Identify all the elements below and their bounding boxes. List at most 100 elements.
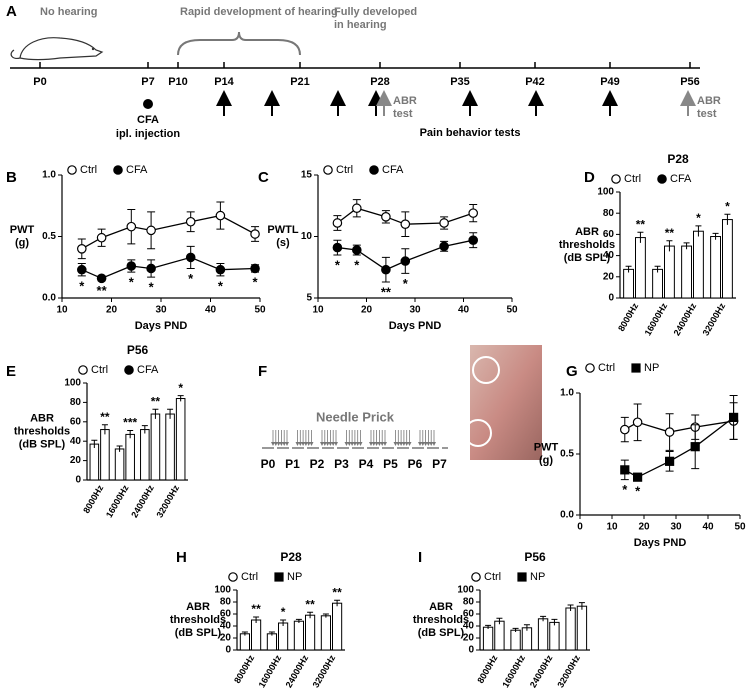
legend-label: Ctrl: [484, 571, 501, 583]
error-bar: [512, 627, 519, 632]
marker: [620, 465, 630, 475]
day-label: P7: [432, 457, 447, 471]
y-tick-label: 0.0: [560, 510, 574, 521]
day-label: P10: [168, 76, 188, 88]
bar: [293, 620, 305, 651]
error-bar: [578, 602, 585, 610]
pain-tests-label: Pain behavior tests: [420, 127, 521, 139]
x-tick-label: 50: [734, 522, 746, 533]
y-tick-label: 1.0: [42, 170, 56, 181]
bar: [165, 413, 175, 481]
y-tick-label: 20: [70, 455, 82, 466]
error-bar: [551, 618, 558, 626]
bar: [652, 268, 664, 299]
injection-label: ipl. injection: [116, 128, 180, 140]
marker: [77, 244, 87, 254]
x-tick-label: 40: [458, 305, 470, 316]
x-axis-label: Days PND: [634, 537, 687, 549]
significance: **: [381, 284, 392, 299]
y-axis-label: (g): [539, 454, 553, 466]
y-axis-label: (dB SPL): [175, 627, 222, 639]
significance: **: [151, 394, 161, 408]
significance: *: [354, 257, 360, 272]
significance: **: [97, 283, 108, 298]
bar: [510, 629, 521, 651]
legend-label: Ctrl: [624, 173, 641, 185]
phase-label: Fully developed: [334, 6, 417, 18]
pup-photo: [470, 345, 542, 460]
bar: [332, 602, 343, 651]
error-bar: [654, 265, 661, 273]
y-tick-label: 40: [70, 436, 82, 447]
x-tick-label: 30: [409, 305, 421, 316]
photo-circle: [472, 356, 500, 384]
y-tick-label: 100: [64, 378, 81, 389]
bar: [140, 429, 150, 481]
y-tick-label: 0.5: [560, 449, 574, 460]
marker: [146, 225, 156, 236]
significance: **: [665, 226, 675, 240]
day-label: P3: [334, 457, 349, 471]
x-tick-label: 30: [670, 522, 682, 533]
bar: [320, 615, 332, 651]
marker: [146, 263, 156, 274]
legend-label: CFA: [126, 164, 148, 176]
day-label: P1: [285, 457, 300, 471]
legend-label: Ctrl: [241, 571, 258, 583]
y-tick-label: 100: [457, 585, 474, 596]
y-tick-label: 1.0: [560, 388, 574, 399]
error-bar: [295, 618, 302, 623]
marker: [632, 472, 643, 482]
x-tick-label: 50: [506, 305, 518, 316]
bar: [576, 605, 588, 651]
series-line: [81, 256, 256, 280]
bar: [175, 398, 186, 481]
day-label: P5: [383, 457, 398, 471]
bar: [693, 230, 704, 299]
marker: [96, 273, 107, 284]
error-bar: [280, 619, 287, 626]
bar: [623, 268, 635, 299]
marker: [632, 417, 643, 428]
y-tick-label: 20: [463, 633, 475, 644]
x-tick-label: 20: [361, 305, 373, 316]
panel-label: G: [566, 363, 578, 380]
abr-label: test: [393, 108, 413, 120]
error-bar: [637, 231, 644, 243]
bar: [100, 429, 110, 481]
x-tick-label: 32000Hz: [701, 301, 728, 338]
bar: [251, 619, 262, 651]
y-tick-label: 0.0: [42, 293, 56, 304]
marker: [664, 427, 675, 437]
error-bar: [152, 408, 159, 419]
panel-label: A: [6, 3, 17, 20]
marker: [332, 218, 343, 228]
significance: *: [403, 276, 409, 291]
day-label: P6: [408, 457, 423, 471]
bar: [125, 433, 135, 481]
legend-label: Ctrl: [598, 362, 615, 374]
marker: [351, 203, 362, 214]
error-bar: [625, 265, 632, 273]
y-tick-label: 0: [225, 645, 231, 656]
x-tick-label: 20: [106, 305, 118, 316]
error-bar: [177, 395, 184, 402]
x-tick-label: 50: [254, 305, 266, 316]
error-bar: [322, 613, 329, 618]
y-axis-label: (dB SPL): [418, 627, 465, 639]
marker: [351, 245, 362, 255]
marker: [323, 165, 333, 175]
x-tick-label: 40: [205, 305, 217, 316]
error-bar: [141, 425, 148, 434]
significance: *: [725, 199, 730, 213]
y-tick-label: 60: [70, 416, 82, 427]
brace: [177, 31, 301, 56]
marker: [400, 256, 411, 266]
significance: **: [251, 602, 261, 616]
x-tick-label: 16000Hz: [643, 301, 670, 338]
bar: [537, 618, 549, 651]
abr-label: ABR: [697, 95, 721, 107]
day-label: P35: [450, 76, 470, 88]
error-bar: [334, 599, 341, 607]
y-tick-label: 5: [306, 293, 312, 304]
